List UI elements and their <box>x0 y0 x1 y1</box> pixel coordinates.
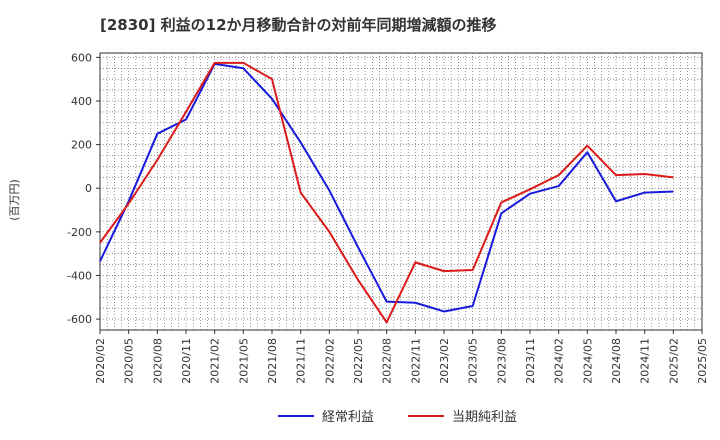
plot-border <box>99 52 703 331</box>
x-tick-label: 2023/05 <box>467 338 480 384</box>
x-tick-label: 2023/08 <box>495 338 508 384</box>
x-tick-label: 2020/08 <box>151 338 164 384</box>
plot-frame <box>99 52 703 331</box>
legend-label: 経常利益 <box>322 410 374 425</box>
x-tick-label: 2022/11 <box>409 338 422 384</box>
chart-title: [2830] 利益の12か月移動合計の対前年同期増減額の推移 <box>100 16 497 34</box>
x-tick-label: 2024/05 <box>581 338 594 384</box>
y-tick-label: -200 <box>67 226 92 239</box>
x-tick-label: 2021/11 <box>295 338 308 384</box>
x-tick-label: 2025/05 <box>696 338 709 384</box>
y-axis-label: (百万円) <box>8 179 21 221</box>
y-tick-label: -600 <box>67 313 92 326</box>
x-tick-label: 2025/02 <box>667 338 680 384</box>
x-tick-label: 2021/08 <box>266 338 279 384</box>
y-tick-label: 200 <box>71 139 92 152</box>
legend-label: 当期純利益 <box>452 410 517 425</box>
series-line <box>99 61 674 324</box>
x-tick-label: 2023/11 <box>524 338 537 384</box>
y-tick-label: 600 <box>71 51 92 64</box>
x-tick-label: 2024/08 <box>610 338 623 384</box>
x-tick-label: 2024/11 <box>639 338 652 384</box>
legend: 経常利益 当期純利益 <box>278 410 517 425</box>
series-line <box>99 62 674 313</box>
x-tick-label: 2023/02 <box>438 338 451 384</box>
x-tick-label: 2022/05 <box>352 338 365 384</box>
x-tick-label: 2021/05 <box>237 338 250 384</box>
x-tick-label: 2024/02 <box>553 338 566 384</box>
x-tick-label: 2022/08 <box>381 338 394 384</box>
grid-lines <box>99 53 702 331</box>
y-tick-label: 400 <box>71 95 92 108</box>
y-tick-label: -400 <box>67 269 92 282</box>
y-axis-ticks: 600 400 200 0 -200 -400 -600 <box>67 51 100 326</box>
x-tick-label: 2020/11 <box>180 338 193 384</box>
series-group <box>99 61 674 324</box>
y-tick-label: 0 <box>85 182 92 195</box>
x-axis-ticks: 2020/02 2020/05 2020/08 2020/11 2021/02 2021/… <box>94 330 709 384</box>
x-tick-label: 2022/02 <box>323 338 336 384</box>
x-tick-label: 2020/02 <box>94 338 107 384</box>
x-tick-label: 2020/05 <box>123 338 136 384</box>
x-tick-label: 2021/02 <box>209 338 222 384</box>
